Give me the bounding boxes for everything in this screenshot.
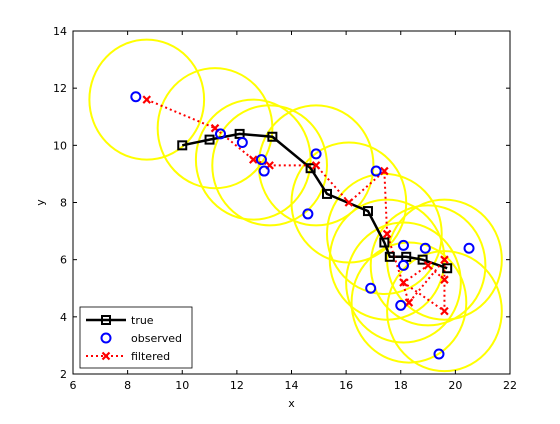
observed-point — [397, 239, 409, 251]
x-tick-label: 20 — [448, 379, 462, 392]
true-point — [384, 251, 395, 262]
observed-point — [397, 259, 409, 271]
y-axis-label: y — [34, 199, 47, 206]
true-point — [442, 263, 453, 274]
x-tick-label: 16 — [339, 379, 353, 392]
covariance-circle — [369, 204, 487, 327]
filtered-point — [344, 198, 354, 207]
x-axis-label: x — [288, 397, 295, 410]
filtered-point — [399, 278, 408, 287]
true-point — [322, 188, 333, 199]
filtered-point — [142, 95, 152, 104]
observed-point — [463, 242, 475, 254]
filtered-point — [440, 275, 449, 284]
x-tick-label: 18 — [394, 379, 408, 392]
x-tick-label: 10 — [175, 379, 189, 392]
filtered-point — [404, 298, 414, 307]
y-tick-label: 14 — [53, 25, 67, 38]
covariance-circle — [386, 198, 503, 321]
filtered-point — [423, 261, 433, 270]
y-tick-label: 10 — [53, 139, 67, 152]
observed-point — [419, 242, 431, 254]
filtered-point — [440, 255, 449, 264]
y-tick-label: 4 — [60, 311, 67, 324]
legend-marker-filtered — [101, 351, 111, 361]
y-tick-label: 6 — [60, 254, 67, 267]
covariance-circle — [345, 221, 462, 344]
covariance-circle — [156, 67, 274, 190]
y-tick-label: 8 — [60, 197, 67, 210]
covariance-circle — [326, 172, 443, 295]
filtered-point — [382, 229, 392, 239]
covariance-circle — [194, 98, 312, 221]
observed-point — [214, 128, 226, 140]
y-tick-label: 12 — [53, 82, 67, 95]
legend-label-true: true — [131, 314, 154, 327]
x-tick-label: 12 — [230, 379, 244, 392]
observed-point — [365, 282, 377, 294]
observed-point — [255, 154, 267, 166]
legend-marker-true — [101, 315, 111, 325]
legend-box — [79, 306, 193, 369]
true-point — [362, 206, 373, 217]
filtered-point — [380, 166, 389, 176]
true-point — [267, 131, 278, 142]
covariance-circle — [257, 104, 375, 227]
true-point — [177, 140, 188, 151]
observed-point — [433, 348, 445, 360]
covariance-circle — [88, 38, 206, 161]
series-line-filtered — [146, 98, 446, 314]
observed-point — [370, 165, 382, 177]
x-tick-label: 22 — [503, 379, 517, 392]
x-tick-label: 6 — [70, 379, 77, 392]
true-point — [204, 134, 215, 145]
covariance-circle — [211, 104, 329, 227]
true-point — [417, 254, 428, 265]
legend: true observed filtered — [79, 306, 193, 369]
observed-point — [302, 208, 314, 220]
observed-point — [310, 148, 322, 160]
filtered-point — [311, 161, 321, 170]
x-tick-label: 8 — [124, 379, 131, 392]
filtered-point — [440, 306, 449, 316]
legend-label-observed: observed — [131, 332, 182, 345]
legend-marker-observed — [100, 332, 112, 344]
x-tick-label: 14 — [285, 379, 299, 392]
legend-label-filtered: filtered — [131, 350, 170, 363]
observed-point — [395, 299, 407, 311]
y-tick-label: 2 — [60, 368, 67, 381]
covariance-circle — [386, 250, 503, 373]
filtered-point — [248, 155, 258, 164]
observed-point — [258, 165, 270, 177]
true-point — [379, 237, 390, 248]
observed-point — [130, 91, 142, 103]
covariance-circle — [350, 241, 468, 364]
observed-point — [236, 136, 248, 148]
